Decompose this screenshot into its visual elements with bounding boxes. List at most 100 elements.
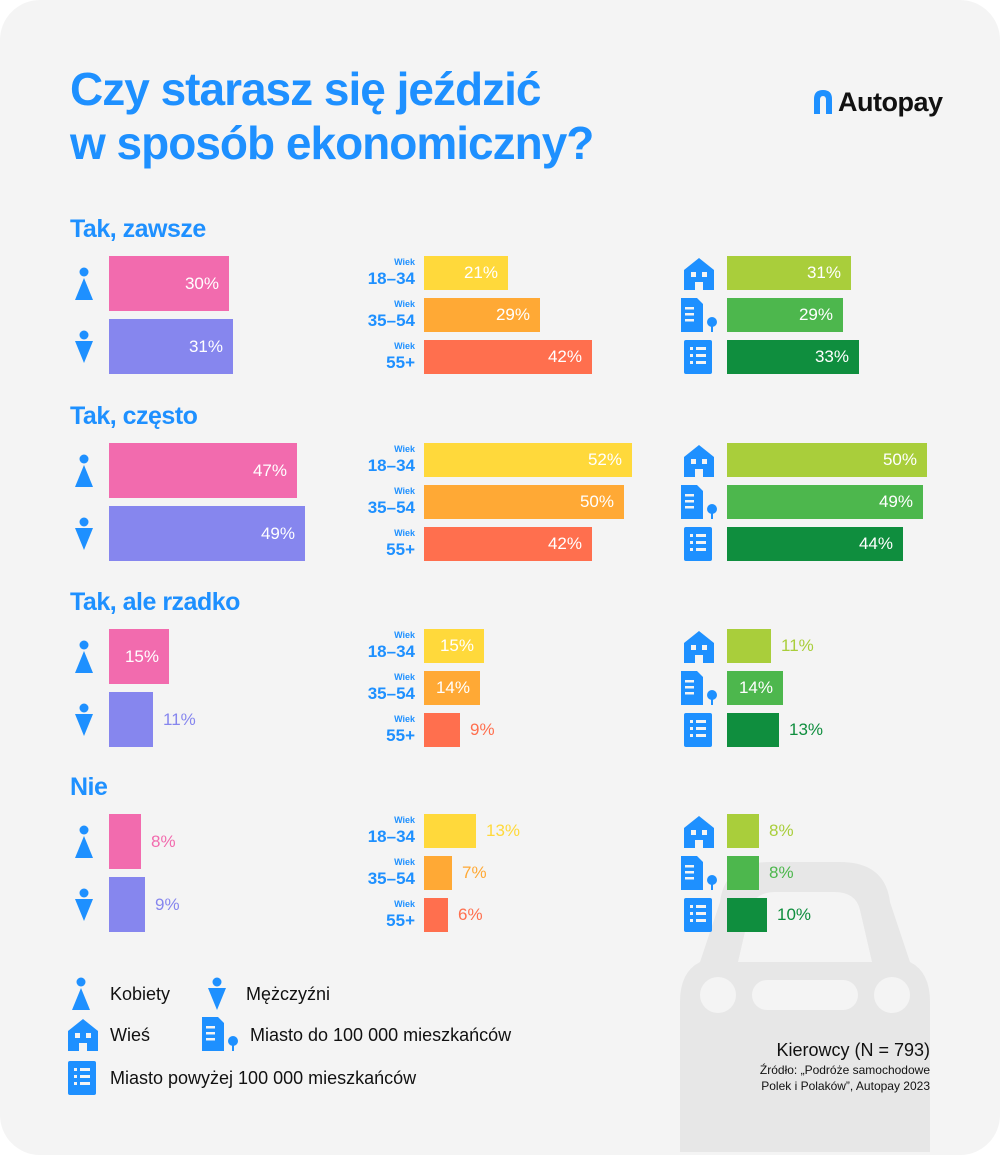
age-range-label: 55+ [386, 911, 415, 930]
legend-label-city: Miasto powyżej 100 000 mieszkańców [110, 1068, 417, 1088]
legend-label-town: Miasto do 100 000 mieszkańców [250, 1025, 512, 1045]
residence-value: 8% [769, 821, 794, 840]
residence-bar [727, 713, 779, 747]
city-building-icon [684, 527, 712, 561]
man-icon [208, 977, 226, 1010]
residence-bar [727, 814, 759, 848]
man-icon [75, 330, 93, 363]
age-wiek-label: Wiek [394, 257, 415, 267]
gender-bar [109, 629, 169, 684]
residence-value: 44% [858, 534, 893, 553]
age-bar [424, 629, 484, 663]
man-icon [75, 703, 93, 736]
city-building-icon [684, 713, 712, 747]
village-house-icon [684, 816, 714, 848]
age-bar [424, 485, 624, 519]
town-building-icon [681, 856, 717, 890]
age-value: 29% [495, 305, 530, 324]
town-building-icon [681, 671, 717, 705]
autopay-logo-text: Autopay [838, 86, 943, 117]
age-value: 14% [435, 678, 470, 697]
source-note: Źródło: „Podróże samochodowe Polek i Pol… [759, 1063, 930, 1093]
age-wiek-label: Wiek [394, 857, 415, 867]
residence-value: 8% [769, 863, 794, 882]
age-bar [424, 298, 540, 332]
age-wiek-label: Wiek [394, 341, 415, 351]
age-range-label: 55+ [386, 353, 415, 372]
city-building-icon [68, 1061, 96, 1095]
age-wiek-label: Wiek [394, 815, 415, 825]
woman-icon [72, 977, 90, 1010]
city-building-icon [684, 898, 712, 932]
village-house-icon [684, 258, 714, 290]
age-value: 15% [439, 636, 474, 655]
age-bar [424, 814, 476, 848]
village-house-icon [684, 631, 714, 663]
age-value: 42% [547, 534, 582, 553]
age-range-label: 35–54 [367, 498, 415, 517]
gender-bar [109, 814, 141, 869]
residence-bar [727, 629, 771, 663]
residence-bar [727, 443, 927, 477]
city-building-icon [684, 340, 712, 374]
age-bar [424, 856, 452, 890]
gender-value: 49% [260, 523, 295, 543]
gender-bar [109, 877, 145, 932]
legend-label-village: Wieś [110, 1025, 150, 1045]
age-range-label: 35–54 [367, 869, 415, 888]
age-bar [424, 898, 448, 932]
section-title-1: Tak, zawsze [70, 215, 206, 243]
residence-value: 29% [798, 305, 833, 324]
woman-icon [75, 640, 93, 673]
legend-label-women: Kobiety [110, 984, 171, 1004]
age-wiek-label: Wiek [394, 630, 415, 640]
residence-value: 49% [878, 492, 913, 511]
age-value: 6% [458, 905, 483, 924]
residence-bar [727, 527, 903, 561]
residence-value: 33% [814, 347, 849, 366]
residence-bar [727, 340, 859, 374]
gender-bar [109, 692, 153, 747]
age-bar [424, 340, 592, 374]
town-building-icon [202, 1017, 238, 1051]
age-range-label: 35–54 [367, 684, 415, 703]
residence-bar [727, 298, 843, 332]
gender-value: 11% [163, 709, 196, 729]
age-range-label: 18–34 [367, 456, 415, 475]
residence-bar [727, 671, 783, 705]
age-range-label: 55+ [386, 540, 415, 559]
age-value: 7% [462, 863, 487, 882]
village-house-icon [684, 445, 714, 477]
car-icon [680, 862, 930, 1152]
residence-value: 14% [738, 678, 773, 697]
man-icon [75, 888, 93, 921]
section-title-4: Nie [70, 773, 108, 801]
age-wiek-label: Wiek [394, 486, 415, 496]
woman-icon [75, 454, 93, 487]
section-title-2: Tak, często [70, 402, 198, 430]
residence-bar [727, 256, 851, 290]
age-bar [424, 671, 480, 705]
age-value: 42% [547, 347, 582, 366]
age-wiek-label: Wiek [394, 672, 415, 682]
age-value: 13% [486, 821, 521, 840]
age-wiek-label: Wiek [394, 528, 415, 538]
gender-value: 47% [252, 460, 287, 480]
sample-size: Kierowcy (N = 793) [776, 1040, 930, 1060]
age-value: 21% [463, 263, 498, 282]
residence-value: 50% [882, 450, 917, 469]
gender-value: 30% [184, 273, 219, 293]
age-wiek-label: Wiek [394, 299, 415, 309]
age-bar [424, 527, 592, 561]
age-wiek-label: Wiek [394, 899, 415, 909]
gender-value: 15% [124, 646, 159, 666]
residence-value: 13% [789, 720, 824, 739]
age-range-label: 55+ [386, 726, 415, 745]
age-range-label: 18–34 [367, 269, 415, 288]
gender-value: 8% [151, 831, 176, 851]
gender-bar [109, 256, 229, 311]
age-range-label: 18–34 [367, 827, 415, 846]
autopay-logo-icon [814, 90, 832, 114]
residence-bar [727, 898, 767, 932]
